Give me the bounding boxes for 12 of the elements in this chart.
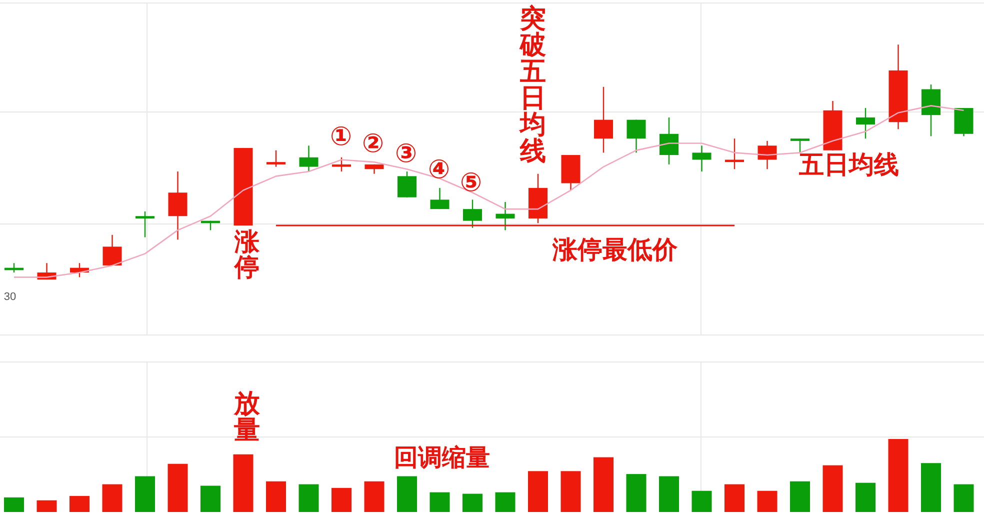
series-label: 五日均线 [799,151,899,179]
annotation: 回调缩量 [394,444,490,472]
annotation: ④ [428,154,450,184]
annotation: 突破五日均线 [520,3,546,166]
series-label: 涨停最低价 [552,236,678,264]
annotation: ③ [395,138,417,168]
annotation: 30 [4,291,16,303]
annotation: ① [330,121,352,151]
annotation: ⑤ [460,167,482,197]
annotation: ② [362,128,384,158]
annotation: 涨停 [234,228,260,282]
annotation: 放量 [234,388,260,445]
